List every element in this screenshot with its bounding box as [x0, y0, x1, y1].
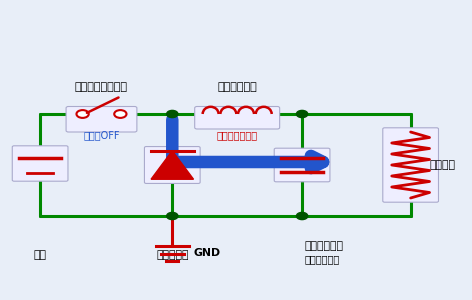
FancyBboxPatch shape: [12, 146, 68, 181]
Circle shape: [296, 110, 308, 118]
Text: 負荷抵抗: 負荷抵抗: [430, 160, 455, 170]
Text: ダイオード: ダイオード: [156, 250, 188, 260]
FancyBboxPatch shape: [194, 106, 279, 129]
FancyBboxPatch shape: [144, 146, 200, 183]
FancyBboxPatch shape: [383, 128, 438, 202]
Text: コンデンサー: コンデンサー: [304, 241, 344, 251]
Text: スイッチング素子: スイッチング素子: [75, 82, 128, 92]
Text: スイチOFF: スイチOFF: [83, 130, 120, 140]
Polygon shape: [151, 151, 194, 179]
Text: 電圧を平滑化: 電圧を平滑化: [304, 254, 340, 265]
Text: エネルギー放出: エネルギー放出: [217, 130, 258, 140]
Text: GND: GND: [194, 248, 220, 259]
FancyBboxPatch shape: [66, 106, 137, 132]
Circle shape: [114, 110, 126, 118]
Text: インダクター: インダクター: [217, 82, 257, 92]
Circle shape: [76, 110, 89, 118]
Circle shape: [296, 212, 308, 220]
Circle shape: [167, 212, 178, 220]
FancyBboxPatch shape: [274, 148, 330, 182]
Circle shape: [167, 110, 178, 118]
Text: 電源: 電源: [34, 250, 47, 260]
